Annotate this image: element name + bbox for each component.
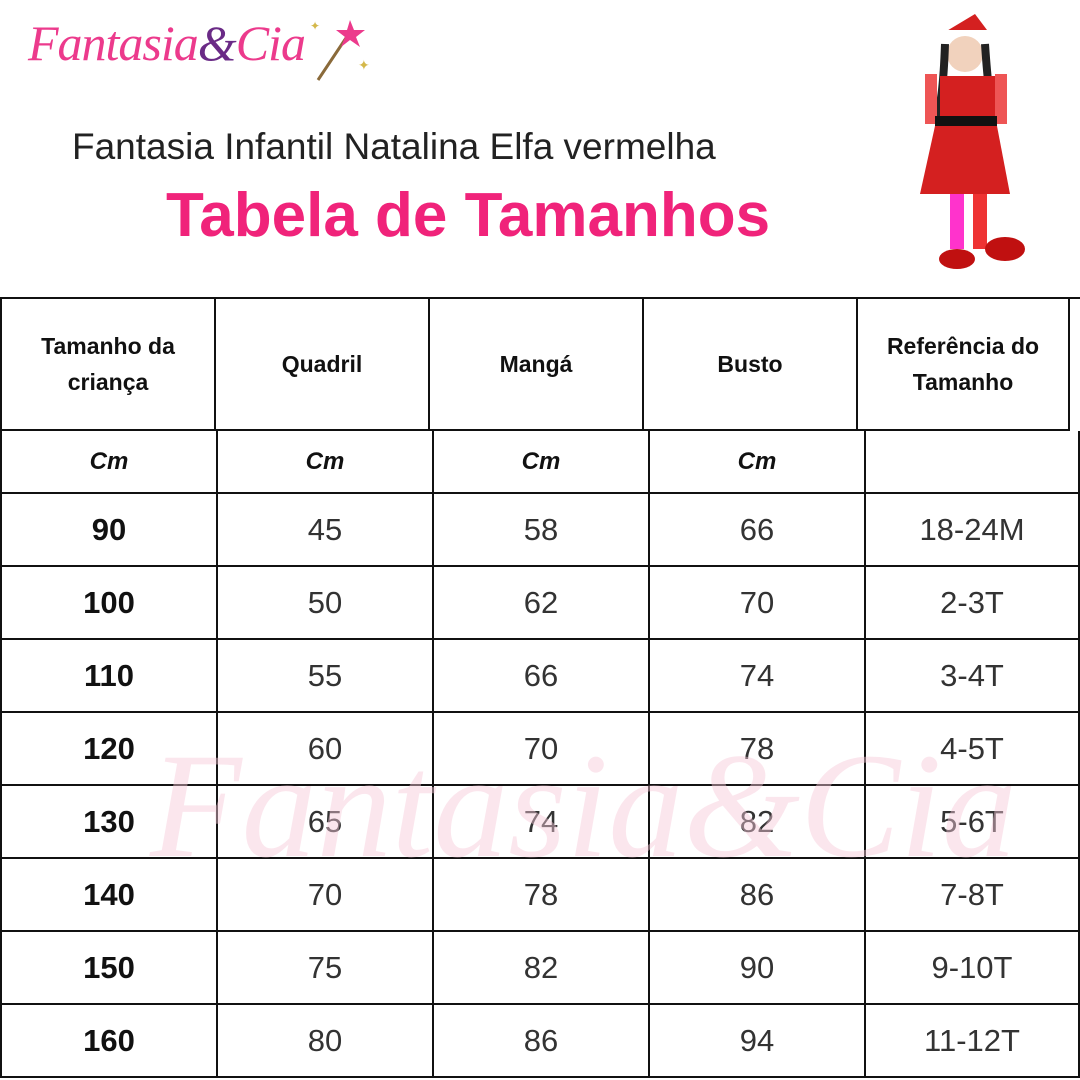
logo-suffix: Cia xyxy=(235,15,306,71)
value-cell: 45 xyxy=(218,494,434,567)
value-cell: 86 xyxy=(650,859,866,932)
value-cell: 94 xyxy=(650,1005,866,1078)
value-cell: 90 xyxy=(650,932,866,1005)
value-cell: 4-5T xyxy=(866,713,1080,786)
value-cell: 9-10T xyxy=(866,932,1080,1005)
unit-cell: Cm xyxy=(218,431,434,494)
value-cell: 60 xyxy=(218,713,434,786)
size-cell: 100 xyxy=(2,567,218,640)
size-cell: 150 xyxy=(2,932,218,1005)
value-cell: 55 xyxy=(218,640,434,713)
size-cell: 160 xyxy=(2,1005,218,1078)
value-cell: 2-3T xyxy=(866,567,1080,640)
value-cell: 7-8T xyxy=(866,859,1080,932)
value-cell: 78 xyxy=(434,859,650,932)
value-cell: 74 xyxy=(650,640,866,713)
header-cell: Tamanho da criança xyxy=(2,299,216,431)
size-cell: 110 xyxy=(2,640,218,713)
value-cell: 11-12T xyxy=(866,1005,1080,1078)
unit-cell: Cm xyxy=(2,431,218,494)
data-row: 110 55 66 74 3-4T xyxy=(2,640,1080,713)
size-cell: 140 xyxy=(2,859,218,932)
value-cell: 70 xyxy=(434,713,650,786)
value-cell: 86 xyxy=(434,1005,650,1078)
header-cell: Quadril xyxy=(216,299,430,431)
wand-icon: ✦✦ xyxy=(310,19,370,81)
header-cell: Referência do Tamanho xyxy=(858,299,1070,431)
value-cell: 74 xyxy=(434,786,650,859)
header-cell: Busto xyxy=(644,299,858,431)
value-cell: 66 xyxy=(434,640,650,713)
subtitle: Fantasia Infantil Natalina Elfa vermelha xyxy=(72,126,716,167)
value-cell: 70 xyxy=(218,859,434,932)
data-row: 90 45 58 66 18-24M xyxy=(2,494,1080,567)
data-row: 140 70 78 86 7-8T xyxy=(2,859,1080,932)
title: Tabela de Tamanhos xyxy=(166,181,771,250)
value-cell: 80 xyxy=(218,1005,434,1078)
value-cell: 62 xyxy=(434,567,650,640)
value-cell: 18-24M xyxy=(866,494,1080,567)
size-cell: 120 xyxy=(2,713,218,786)
value-cell: 82 xyxy=(434,932,650,1005)
header-cell: Mangá xyxy=(430,299,644,431)
product-photo xyxy=(920,14,1025,269)
logo-ampersand: & xyxy=(197,15,237,71)
value-cell: 66 xyxy=(650,494,866,567)
data-row: 100 50 62 70 2-3T xyxy=(2,567,1080,640)
value-cell: 82 xyxy=(650,786,866,859)
size-table: Tamanho da criança Quadril Mangá Busto Refer… xyxy=(0,297,1080,1078)
size-cell: 90 xyxy=(2,494,218,567)
logo-brand: Fantasia xyxy=(28,15,199,71)
unit-row: Cm Cm Cm Cm xyxy=(2,431,1080,494)
value-cell: 70 xyxy=(650,567,866,640)
size-cell: 130 xyxy=(2,786,218,859)
value-cell: 3-4T xyxy=(866,640,1080,713)
value-cell: 58 xyxy=(434,494,650,567)
svg-text:✦: ✦ xyxy=(310,19,320,33)
value-cell: 78 xyxy=(650,713,866,786)
data-row: 120 60 70 78 4-5T xyxy=(2,713,1080,786)
value-cell: 65 xyxy=(218,786,434,859)
unit-cell xyxy=(866,431,1080,494)
header-row: Tamanho da criança Quadril Mangá Busto Refer… xyxy=(2,299,1080,431)
unit-cell: Cm xyxy=(434,431,650,494)
value-cell: 50 xyxy=(218,567,434,640)
svg-text:✦: ✦ xyxy=(358,57,370,73)
data-row: 130 65 74 82 5-6T xyxy=(2,786,1080,859)
value-cell: 5-6T xyxy=(866,786,1080,859)
logo: Fantasia&Cia xyxy=(28,14,306,72)
data-row: 160 80 86 94 11-12T xyxy=(2,1005,1080,1078)
data-row: 150 75 82 90 9-10T xyxy=(2,932,1080,1005)
value-cell: 75 xyxy=(218,932,434,1005)
unit-cell: Cm xyxy=(650,431,866,494)
